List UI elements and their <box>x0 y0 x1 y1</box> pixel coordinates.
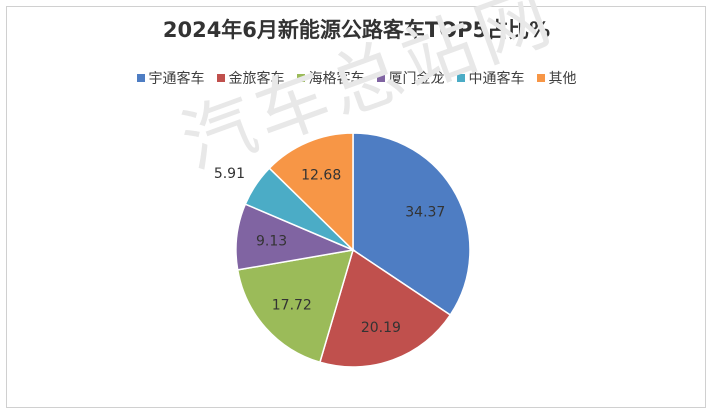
data-label: 5.91 <box>214 166 245 182</box>
legend-item-xiamen-jinlong: 厦门金龙 <box>376 68 445 88</box>
legend-label: 厦门金龙 <box>388 71 445 87</box>
legend: 宇通客车 金旅客车 海格客车 厦门金龙 中通客车 其他 <box>0 68 713 88</box>
slice-other <box>268 132 354 252</box>
legend-swatch <box>136 74 145 82</box>
legend-item-zhongtong: 中通客车 <box>456 68 525 88</box>
data-label: 17.72 <box>272 298 312 314</box>
legend-label: 海格客车 <box>308 71 365 87</box>
legend-label: 中通客车 <box>468 71 525 87</box>
legend-label: 其他 <box>548 71 577 87</box>
legend-item-yutong: 宇通客车 <box>136 68 205 88</box>
legend-swatch <box>536 74 545 82</box>
legend-swatch <box>456 74 465 82</box>
data-label: 9.13 <box>256 234 287 250</box>
slice-haige <box>236 249 355 364</box>
legend-item-other: 其他 <box>536 68 577 88</box>
legend-label: 宇通客车 <box>148 71 205 87</box>
slice-jinlv <box>318 248 452 368</box>
legend-swatch <box>376 74 385 82</box>
data-label: 20.19 <box>361 320 401 336</box>
data-label: 12.68 <box>301 167 341 183</box>
legend-item-haige: 海格客车 <box>296 68 365 88</box>
legend-item-jinlv: 金旅客车 <box>216 68 285 88</box>
legend-swatch <box>296 74 305 82</box>
chart-title: 2024年6月新能源公路客车TOP5占比% <box>162 18 551 42</box>
legend-label: 金旅客车 <box>228 71 285 87</box>
data-label: 34.37 <box>405 204 445 220</box>
legend-swatch <box>216 74 225 82</box>
